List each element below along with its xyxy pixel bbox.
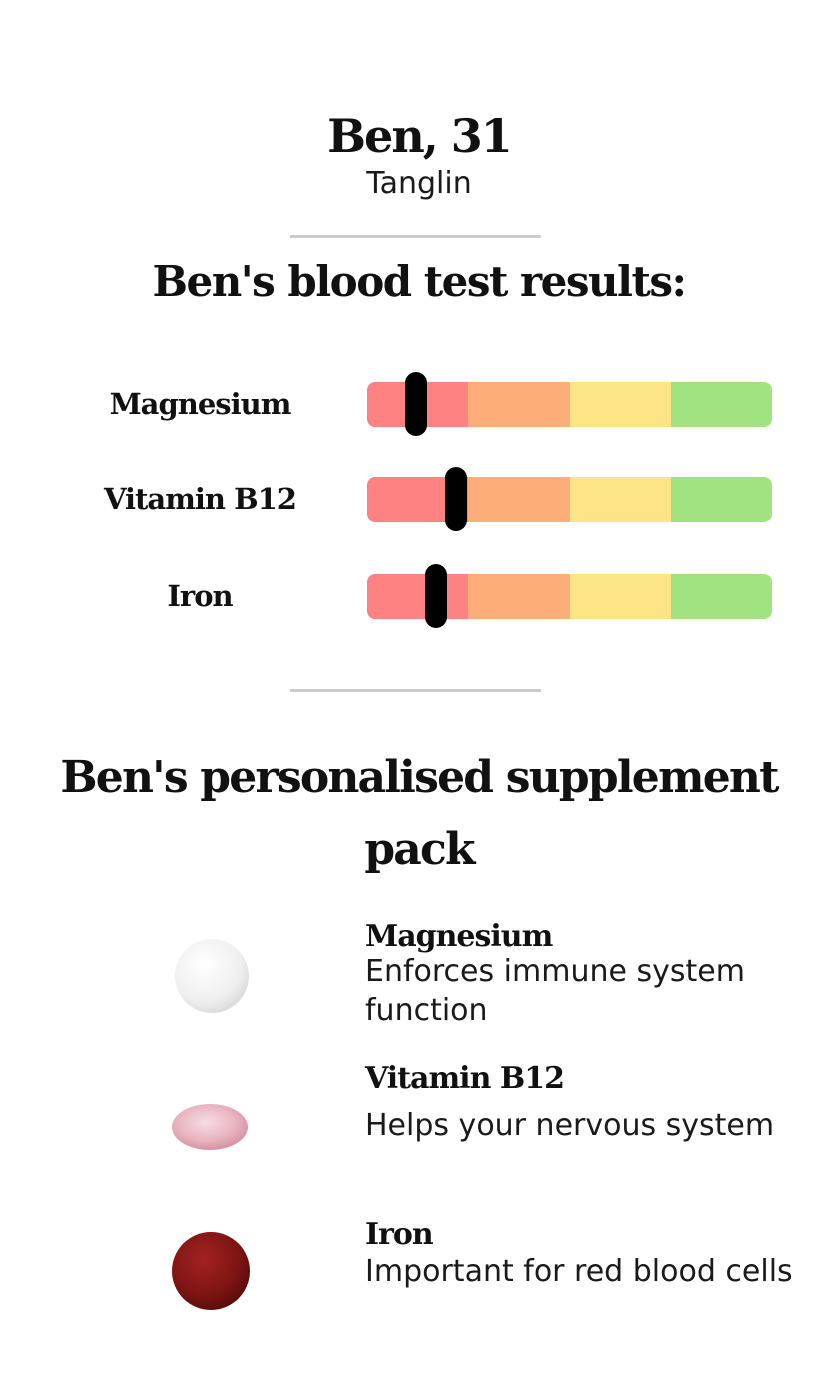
pack-title: Ben's personalised supplement pack (60, 752, 779, 875)
result-row-iron: Iron (0, 564, 838, 628)
level-marker (404, 372, 427, 436)
white-round-pill-icon (175, 939, 249, 1013)
result-row-magnesium: Magnesium (0, 372, 838, 436)
result-row-vitamin-b12: Vitamin B12 (0, 467, 838, 531)
supplement-name: Magnesium (365, 919, 553, 954)
supplement-description: Important for red blood cells (365, 1254, 793, 1289)
bar-segment-below-average (468, 574, 570, 619)
bar-segment-optimal (670, 574, 772, 619)
bar-segment-optimal (670, 382, 772, 427)
supplement-description: Enforces immune system function (365, 954, 745, 1028)
level-bar (367, 574, 772, 619)
bar-segment-optimal (670, 477, 772, 522)
bar-segment-average (569, 574, 671, 619)
level-bar (367, 382, 772, 427)
person-location: Tanglin (366, 166, 472, 201)
result-label: Magnesium (109, 387, 292, 421)
person-name: Ben, 31 (327, 109, 513, 163)
bar-segment-low (367, 574, 469, 619)
divider (290, 235, 541, 238)
supplement-name: Vitamin B12 (365, 1061, 565, 1096)
bar-segment-average (569, 382, 671, 427)
supplement-name: Iron (365, 1217, 434, 1252)
bar-segment-below-average (468, 382, 570, 427)
level-bar (367, 477, 772, 522)
level-marker (424, 564, 447, 628)
results-title: Ben's blood test results: (152, 257, 687, 306)
level-marker (445, 467, 468, 531)
divider (290, 689, 541, 692)
result-label: Vitamin B12 (104, 482, 297, 516)
result-label: Iron (167, 579, 233, 613)
supplement-description: Helps your nervous system (365, 1108, 775, 1143)
dark-red-round-pill-icon (172, 1232, 250, 1310)
pink-oval-pill-icon (172, 1104, 248, 1150)
bar-segment-below-average (468, 477, 570, 522)
bar-segment-average (569, 477, 671, 522)
